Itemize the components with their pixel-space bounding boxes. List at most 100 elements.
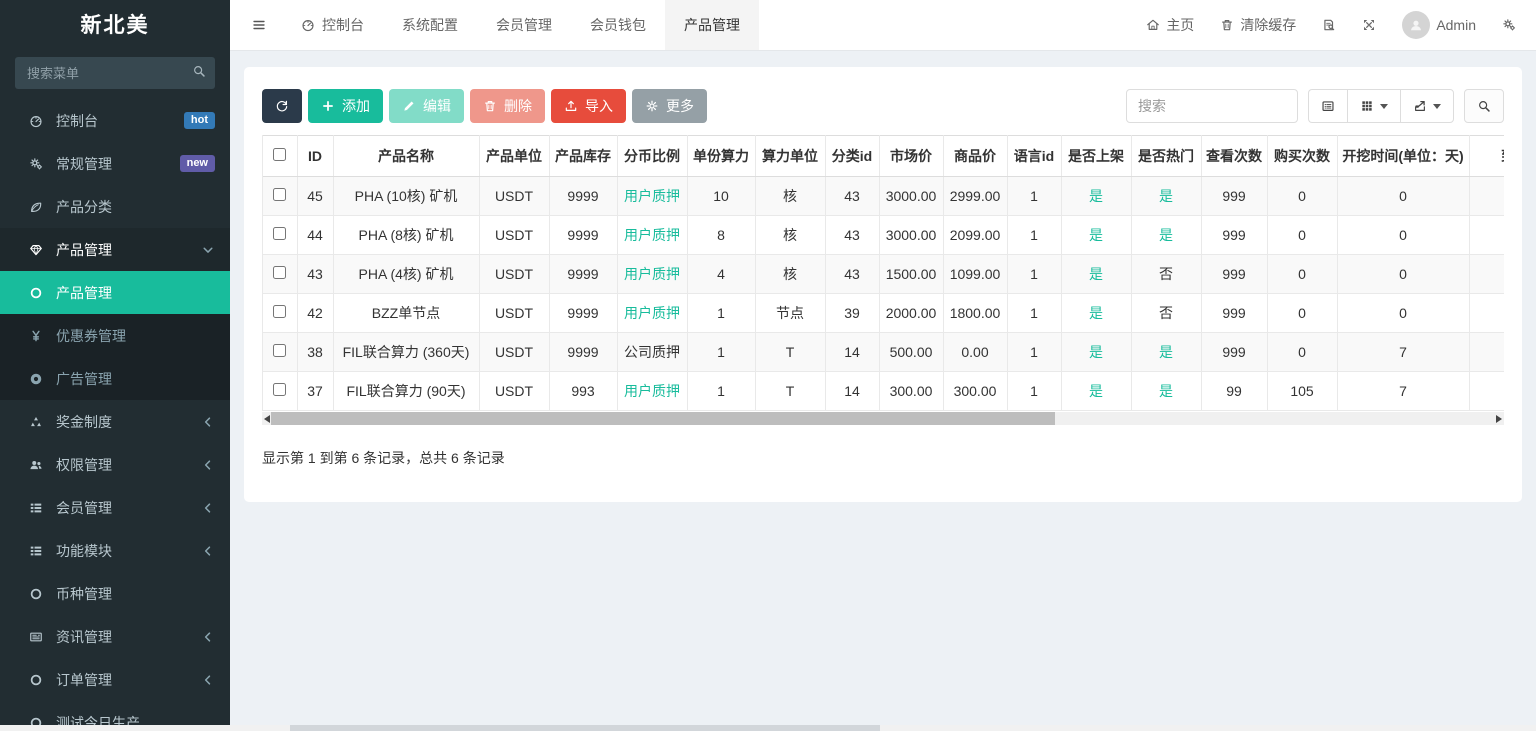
table-cell: 0 (1337, 176, 1470, 216)
refresh-button[interactable] (262, 89, 302, 123)
table-row[interactable]: 38 FIL联合算力 (360天) USDT 9999 公司质押 1 T 14 500.00 0.… (263, 332, 1504, 372)
table-row[interactable]: 43 PHA (4核) 矿机 USDT 9999 用户质押 4 核 43 1500.00 1099… (263, 254, 1504, 294)
table-row[interactable]: 42 BZZ单节点 USDT 9999 用户质押 1 节点 39 2000.00 1800.00 1… (263, 293, 1504, 333)
scroll-right-arrow-icon[interactable] (1496, 414, 1502, 423)
pledge-link[interactable]: 用户质押 (624, 305, 680, 321)
scrollbar-thumb[interactable] (271, 412, 1055, 425)
user-menu[interactable]: Admin (1402, 11, 1476, 39)
column-header-语言id[interactable]: 语言id (1007, 135, 1062, 177)
clear-cache-link[interactable]: 清除缓存 (1220, 15, 1296, 35)
table-cell: 9999 (549, 293, 618, 333)
column-header-查看次数[interactable]: 查看次数 (1201, 135, 1268, 177)
column-header-产品单位[interactable]: 产品单位 (479, 135, 550, 177)
tab-会员管理[interactable]: 会员管理 (477, 0, 571, 50)
column-header-产品库存[interactable]: 产品库存 (549, 135, 618, 177)
sidebar-search-input[interactable] (15, 57, 215, 89)
column-header-分类id[interactable]: 分类id (825, 135, 880, 177)
edit-button[interactable]: 编辑 (389, 89, 464, 123)
row-checkbox[interactable] (273, 266, 287, 279)
sidebar-item-优惠券管理[interactable]: 优惠券管理 (0, 314, 230, 357)
row-checkbox[interactable] (273, 344, 287, 357)
sidebar-item-资讯管理[interactable]: 资讯管理 (0, 615, 230, 658)
sidebar-item-币种管理[interactable]: 币种管理 (0, 572, 230, 615)
sidebar-item-常规管理[interactable]: 常规管理 new (0, 142, 230, 185)
delete-button[interactable]: 删除 (470, 89, 545, 123)
sidebar-item-产品分类[interactable]: 产品分类 (0, 185, 230, 228)
row-checkbox[interactable] (273, 305, 287, 318)
tab-会员钱包[interactable]: 会员钱包 (571, 0, 665, 50)
page-scrollbar[interactable] (0, 725, 1536, 731)
column-header-ID[interactable]: ID (297, 135, 334, 177)
row-checkbox[interactable] (273, 188, 287, 201)
column-header-开挖时间(单位：天)[interactable]: 开挖时间(单位：天) (1337, 135, 1470, 177)
table-row[interactable]: 44 PHA (8核) 矿机 USDT 9999 用户质押 8 核 43 3000.00 2099… (263, 215, 1504, 255)
page-scrollbar-thumb[interactable] (290, 725, 880, 731)
toggle-view-button[interactable] (1308, 89, 1347, 123)
tab-产品管理[interactable]: 产品管理 (665, 0, 759, 50)
search-button[interactable] (1464, 89, 1504, 123)
table-row[interactable]: 45 PHA (10核) 矿机 USDT 9999 用户质押 10 核 43 3000.00 29… (263, 176, 1504, 216)
more-button[interactable]: 更多 (632, 89, 707, 123)
column-header-算力单位[interactable]: 算力单位 (755, 135, 826, 177)
tab-系统配置[interactable]: 系统配置 (383, 0, 477, 50)
scroll-left-arrow-icon[interactable] (264, 414, 270, 423)
view-button-group (1308, 89, 1454, 123)
table-search-input[interactable] (1126, 89, 1298, 123)
grid-columns-icon (1360, 99, 1374, 113)
sidebar-item-label: 权限管理 (56, 456, 112, 473)
sidebar-item-广告管理[interactable]: 广告管理 (0, 357, 230, 400)
sidebar-item-产品管理[interactable]: 产品管理 (0, 228, 230, 271)
table-cell: BZZ单节点 (333, 293, 480, 333)
pledge-link[interactable]: 用户质押 (624, 227, 680, 243)
sidebar-item-产品管理[interactable]: 产品管理 (0, 271, 230, 314)
row-checkbox[interactable] (273, 383, 287, 396)
table-cell: 是 (1061, 371, 1132, 411)
badge-new: new (179, 154, 215, 173)
pledge-link[interactable]: 用户质押 (624, 188, 680, 204)
select-all-checkbox[interactable] (273, 148, 287, 161)
column-header-市场价[interactable]: 市场价 (879, 135, 944, 177)
sidebar-item-订单管理[interactable]: 订单管理 (0, 658, 230, 701)
settings-gears-icon[interactable] (1502, 18, 1516, 32)
column-header-购买次数[interactable]: 购买次数 (1267, 135, 1338, 177)
sidebar-item-奖金制度[interactable]: 奖金制度 (0, 400, 230, 443)
thlist-icon (25, 544, 47, 558)
column-header-商品价[interactable]: 商品价 (943, 135, 1008, 177)
dashboard-icon (25, 114, 47, 128)
horizontal-scrollbar[interactable] (262, 412, 1504, 425)
pledge-link[interactable]: 用户质押 (624, 266, 680, 282)
table-row[interactable]: 37 FIL联合算力 (90天) USDT 993 用户质押 1 T 14 300.00 300.… (263, 371, 1504, 411)
columns-dropdown-button[interactable] (1347, 89, 1400, 123)
sidebar-item-控制台[interactable]: 控制台 hot (0, 99, 230, 142)
column-header-到期时间[interactable]: 到期时间 (1469, 135, 1504, 177)
import-button[interactable]: 导入 (551, 89, 626, 123)
column-header-分币比例[interactable]: 分币比例 (617, 135, 688, 177)
sidebar-item-label: 订单管理 (56, 671, 112, 688)
table-cell: USDT (479, 254, 550, 294)
add-button[interactable]: 添加 (308, 89, 383, 123)
tab-控制台[interactable]: 控制台 (282, 0, 383, 50)
home-link[interactable]: 主页 (1146, 15, 1194, 35)
column-header-产品名称[interactable]: 产品名称 (333, 135, 480, 177)
sidebar-item-权限管理[interactable]: 权限管理 (0, 443, 230, 486)
sidebar-item-会员管理[interactable]: 会员管理 (0, 486, 230, 529)
pledge-link[interactable]: 用户质押 (624, 383, 680, 399)
tab-label: 控制台 (322, 17, 364, 33)
table-cell (1469, 371, 1504, 411)
row-checkbox[interactable] (273, 227, 287, 240)
export-dropdown-button[interactable] (1400, 89, 1454, 123)
file-search-icon[interactable] (1322, 18, 1336, 32)
button-label: 编辑 (423, 98, 451, 114)
circle-icon (25, 286, 47, 300)
column-header-是否上架[interactable]: 是否上架 (1061, 135, 1132, 177)
sidebar-item-功能模块[interactable]: 功能模块 (0, 529, 230, 572)
table-cell: 99 (1201, 371, 1268, 411)
table-cell: 1 (1007, 371, 1062, 411)
column-header-是否热门[interactable]: 是否热门 (1131, 135, 1202, 177)
table-cell: 是 (1061, 254, 1132, 294)
column-header-单份算力[interactable]: 单份算力 (687, 135, 756, 177)
hamburger-menu-icon[interactable] (230, 0, 282, 50)
fullscreen-icon[interactable] (1362, 18, 1376, 32)
table-cell: 2999.00 (943, 176, 1008, 216)
sidebar: 新北美 控制台hot常规管理new产品分类产品管理产品管理优惠券管理广告管理奖金… (0, 0, 230, 731)
